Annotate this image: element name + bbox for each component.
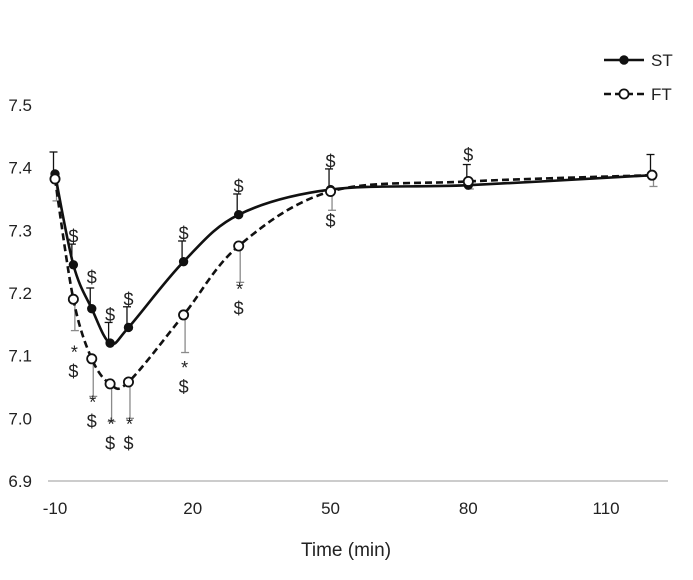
y-tick-label: 7.5	[8, 96, 32, 115]
error-bar-ft	[181, 314, 190, 354]
data-point-ft	[104, 378, 116, 390]
significance-dollar: $	[234, 176, 244, 196]
significance-dollar: $	[105, 305, 115, 325]
significance-dollar: $	[68, 227, 78, 247]
significance-dollar: $	[326, 211, 336, 231]
legend-marker	[619, 55, 629, 65]
x-tick-label: 50	[321, 499, 340, 518]
y-tick-label: 7.1	[8, 347, 32, 366]
data-point-st	[87, 303, 97, 314]
significance-star: *	[181, 358, 188, 378]
legend: ST FT	[604, 51, 673, 104]
x-tick-label: -10	[43, 499, 68, 518]
data-point-ft	[233, 240, 245, 252]
data-point-ft	[67, 293, 79, 305]
data-point-st	[68, 260, 79, 270]
legend-item-st: ST	[604, 51, 673, 70]
legend-label: FT	[651, 85, 672, 104]
y-tick-label: 6.9	[8, 472, 32, 491]
significance-dollar: $	[87, 267, 97, 287]
legend-marker	[618, 88, 630, 100]
y-tick-label: 7.0	[8, 409, 32, 428]
data-point-ft	[49, 173, 61, 185]
data-point-ft	[86, 353, 98, 365]
series-line-st	[53, 173, 653, 346]
error-bars	[49, 151, 658, 423]
data-point-st	[123, 322, 134, 333]
series-line-ft	[53, 173, 653, 390]
legend-label: ST	[651, 51, 673, 70]
significance-dollar: $	[234, 299, 244, 319]
significance-dollar: $	[68, 361, 78, 381]
tick-labels: 6.9 7.0 7.1 7.2 7.3 7.4 7.5 -10 20 50 80 110	[8, 96, 619, 518]
error-bar-ft	[236, 246, 245, 283]
significance-star: *	[236, 280, 243, 300]
significance-dollar: $	[326, 151, 336, 171]
significance-dollar: $	[123, 433, 133, 453]
data-points	[49, 169, 658, 390]
data-point-ft	[178, 309, 190, 321]
series-lines	[53, 173, 653, 390]
data-point-ft	[325, 185, 337, 197]
x-tick-label: 80	[459, 499, 478, 518]
significance-dollar: $	[463, 145, 473, 165]
y-tick-label: 7.4	[8, 159, 32, 178]
error-bar-ft	[107, 383, 116, 423]
significance-star: *	[89, 393, 96, 413]
data-point-ft	[122, 376, 134, 388]
significance-dollar: $	[179, 223, 189, 243]
data-point-st	[178, 256, 189, 267]
x-tick-label: 110	[593, 499, 620, 518]
data-point-st	[233, 209, 244, 220]
error-bar-ft	[125, 381, 134, 419]
data-point-st	[105, 338, 115, 348]
data-point-ft	[646, 169, 658, 181]
x-tick-label: 20	[183, 499, 202, 518]
significance-star: *	[126, 414, 133, 434]
y-tick-label: 7.3	[8, 221, 32, 240]
legend-item-ft: FT	[604, 85, 672, 104]
y-tick-label: 7.2	[8, 284, 32, 303]
x-axis-label: Time (min)	[301, 540, 391, 561]
significance-dollar: $	[123, 289, 133, 309]
significance-dollar: $	[105, 433, 115, 453]
significance-star: *	[71, 342, 78, 362]
significance-annotations: $$$$$$$$$*$*$ *$*$*$*$	[68, 145, 473, 453]
significance-dollar: $	[179, 377, 189, 397]
data-point-ft	[462, 175, 474, 187]
significance-star: *	[108, 414, 115, 434]
significance-dollar: $	[87, 411, 97, 431]
